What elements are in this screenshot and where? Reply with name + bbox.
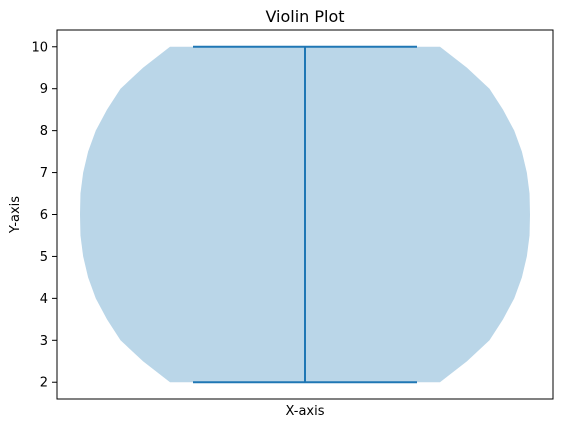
chart-title: Violin Plot bbox=[265, 7, 344, 26]
text-layer: Violin Plot X-axis Y-axis 2 3 4 5 6 7 8 9 10 bbox=[8, 7, 345, 419]
axis-layer bbox=[52, 29, 554, 400]
y-tick-label-4: 4 bbox=[40, 292, 48, 307]
y-axis-label: Y-axis bbox=[8, 196, 23, 234]
y-tick-label-2: 2 bbox=[40, 376, 48, 391]
plot-layer bbox=[80, 45, 530, 384]
y-tick-label-9: 9 bbox=[40, 82, 48, 97]
y-tick-label-3: 3 bbox=[40, 334, 48, 349]
y-tick-label-5: 5 bbox=[40, 250, 48, 265]
y-tick-label-7: 7 bbox=[40, 166, 48, 181]
x-axis-label: X-axis bbox=[286, 404, 325, 419]
y-tick-label-6: 6 bbox=[40, 208, 48, 223]
y-tick-label-10: 10 bbox=[31, 40, 48, 55]
y-tick-label-8: 8 bbox=[40, 124, 48, 139]
